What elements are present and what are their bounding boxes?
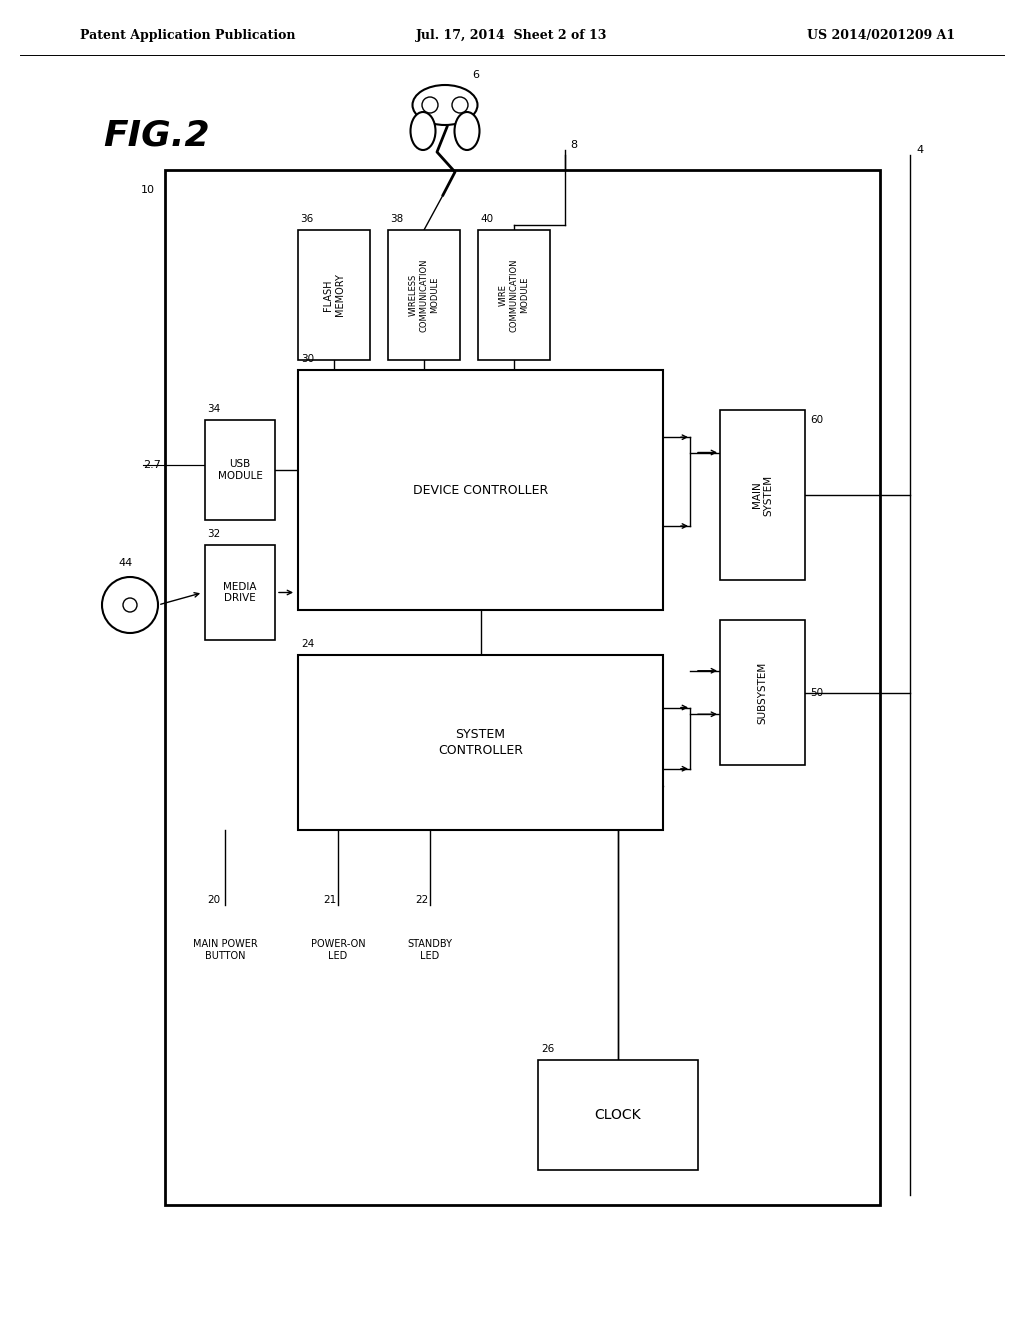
Text: 20: 20 xyxy=(207,895,220,906)
Text: WIRELESS
COMMUNICATION
MODULE: WIRELESS COMMUNICATION MODULE xyxy=(410,259,439,331)
Text: 10: 10 xyxy=(141,185,155,195)
Bar xyxy=(165,170,880,1205)
Text: 4: 4 xyxy=(916,145,923,154)
Text: MAIN POWER
BUTTON: MAIN POWER BUTTON xyxy=(193,940,257,961)
Text: DEVICE CONTROLLER: DEVICE CONTROLLER xyxy=(413,483,548,496)
Text: 24: 24 xyxy=(301,639,314,649)
Text: FIG.2: FIG.2 xyxy=(103,117,210,152)
Circle shape xyxy=(102,577,158,634)
Circle shape xyxy=(422,96,438,114)
Circle shape xyxy=(452,96,468,114)
Text: 6: 6 xyxy=(472,70,479,81)
Bar xyxy=(388,230,460,360)
Text: MEDIA
DRIVE: MEDIA DRIVE xyxy=(223,582,257,603)
Bar xyxy=(298,230,370,360)
Text: WIRE
COMMUNICATION
MODULE: WIRE COMMUNICATION MODULE xyxy=(499,259,529,331)
Text: 50: 50 xyxy=(810,688,823,697)
Ellipse shape xyxy=(411,112,435,150)
Bar xyxy=(720,411,805,579)
Text: FLASH
MEMORY: FLASH MEMORY xyxy=(324,273,345,317)
Text: 34: 34 xyxy=(207,404,220,414)
Text: 30: 30 xyxy=(301,354,314,364)
Text: US 2014/0201209 A1: US 2014/0201209 A1 xyxy=(807,29,955,41)
Text: 38: 38 xyxy=(390,214,403,224)
Text: 40: 40 xyxy=(480,214,494,224)
Bar xyxy=(720,620,805,766)
Bar xyxy=(205,420,275,520)
Ellipse shape xyxy=(413,84,477,125)
Text: CLOCK: CLOCK xyxy=(595,1107,641,1122)
Text: 36: 36 xyxy=(300,214,313,224)
Text: 32: 32 xyxy=(207,529,220,539)
Bar xyxy=(205,545,275,640)
Text: USB
MODULE: USB MODULE xyxy=(217,459,262,480)
Text: MAIN
SYSTEM: MAIN SYSTEM xyxy=(752,474,773,516)
Text: 2.7: 2.7 xyxy=(143,459,161,470)
Bar xyxy=(478,230,550,360)
Circle shape xyxy=(123,598,137,612)
Text: Patent Application Publication: Patent Application Publication xyxy=(80,29,296,41)
Text: 21: 21 xyxy=(323,895,336,906)
Text: STANDBY
LED: STANDBY LED xyxy=(408,940,453,961)
Text: 60: 60 xyxy=(810,414,823,425)
Text: 22: 22 xyxy=(415,895,428,906)
Text: Jul. 17, 2014  Sheet 2 of 13: Jul. 17, 2014 Sheet 2 of 13 xyxy=(417,29,607,41)
Ellipse shape xyxy=(455,112,479,150)
Text: 26: 26 xyxy=(541,1044,554,1053)
Bar xyxy=(298,655,663,830)
Text: POWER-ON
LED: POWER-ON LED xyxy=(310,940,366,961)
Text: 44: 44 xyxy=(118,558,132,568)
Bar xyxy=(538,1060,698,1170)
Text: 8: 8 xyxy=(570,140,578,150)
Text: SUBSYSTEM: SUBSYSTEM xyxy=(758,661,768,723)
Bar xyxy=(298,370,663,610)
Text: SYSTEM
CONTROLLER: SYSTEM CONTROLLER xyxy=(438,729,523,756)
